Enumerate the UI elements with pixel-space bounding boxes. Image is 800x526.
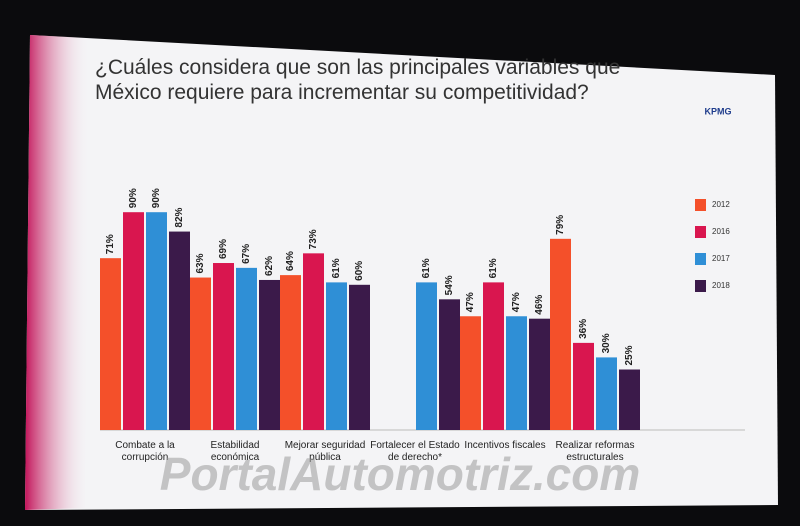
legend-label: 2016 — [712, 227, 730, 236]
value-label: 61% — [488, 258, 499, 278]
legend-swatch — [695, 199, 706, 211]
value-label: 25% — [624, 345, 635, 365]
value-label: 73% — [308, 229, 319, 249]
value-label: 54% — [444, 275, 455, 295]
value-label: 30% — [601, 333, 612, 353]
category-box: Realizar reformas estructurales — [555, 440, 635, 463]
value-label: 79% — [555, 215, 566, 235]
value-label: 61% — [331, 258, 342, 278]
value-label: 63% — [195, 253, 206, 273]
watermark: PortalAutomotriz.com — [160, 448, 640, 500]
chart-title: ¿Cuáles considera que son las principale… — [95, 56, 621, 104]
bar — [596, 357, 617, 430]
x-tick-label: Realizar reformas estructurales — [555, 440, 635, 463]
bar — [213, 263, 234, 430]
legend-swatch — [695, 280, 706, 292]
x-tick-label: Estabilidad económica — [210, 440, 260, 463]
category-box: Mejorar seguridad pública — [284, 440, 366, 463]
bar — [550, 238, 571, 430]
value-label: 69% — [218, 239, 229, 259]
bar — [529, 318, 550, 430]
bar — [349, 284, 370, 430]
bar — [573, 342, 594, 430]
x-tick-label: Mejorar seguridad pública — [284, 440, 366, 463]
x-tick-label: Fortalecer el Estado de derecho* — [370, 440, 460, 463]
legend-swatch — [695, 226, 706, 238]
value-label: 67% — [241, 244, 252, 264]
category-box: Combate a la corrupción — [115, 440, 175, 463]
value-label: 47% — [465, 292, 476, 312]
value-label: 46% — [534, 295, 545, 315]
bar — [100, 258, 121, 430]
value-label: 90% — [128, 188, 139, 208]
x-tick-label: Incentivos fiscales — [464, 440, 546, 451]
title-box: ¿Cuáles considera que son las principale… — [95, 56, 621, 104]
bar — [303, 253, 324, 430]
bar — [619, 369, 640, 430]
value-label: 60% — [354, 261, 365, 281]
bar — [169, 231, 190, 430]
bar — [123, 212, 144, 430]
legend-swatch — [695, 253, 706, 265]
bar — [439, 299, 460, 430]
value-label: 36% — [578, 319, 589, 339]
bar — [190, 277, 211, 430]
value-label: 90% — [151, 188, 162, 208]
legend-label: 2018 — [712, 281, 730, 290]
bar — [326, 282, 347, 430]
value-label: 47% — [511, 292, 522, 312]
value-label: 71% — [105, 234, 116, 254]
bar — [280, 275, 301, 430]
value-label: 61% — [421, 258, 432, 278]
x-tick-label: Combate a la corrupción — [115, 440, 175, 463]
bar — [483, 282, 504, 430]
value-label: 62% — [264, 256, 275, 276]
screen-edge — [25, 35, 90, 510]
bar — [506, 316, 527, 430]
value-label: 64% — [285, 251, 296, 271]
legend-label: 2012 — [712, 200, 730, 209]
category-box: Fortalecer el Estado de derecho* — [370, 440, 460, 463]
bar — [460, 316, 481, 430]
bar — [416, 282, 437, 430]
logo: KPMG — [705, 106, 732, 116]
legend-label: 2017 — [712, 254, 730, 263]
category-box: Incentivos fiscales — [464, 440, 546, 451]
category-box: Estabilidad económica — [210, 440, 260, 463]
value-label: 82% — [174, 207, 185, 227]
bar — [259, 279, 280, 430]
bar — [146, 212, 167, 430]
bar — [236, 267, 257, 430]
